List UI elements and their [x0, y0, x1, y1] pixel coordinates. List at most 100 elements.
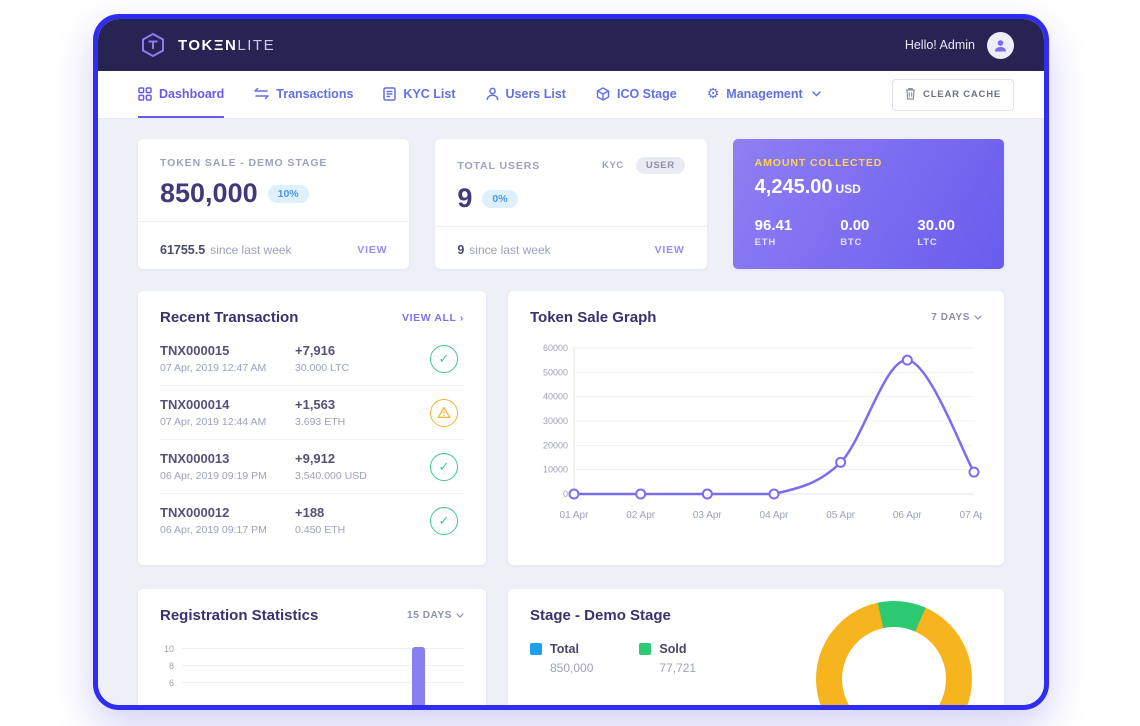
- gear-icon: ⚙: [706, 85, 720, 101]
- nav-label: KYC List: [403, 86, 456, 101]
- check-circle-icon: ✓: [430, 344, 458, 373]
- breakdown-eth: 96.41 ETH: [754, 217, 793, 248]
- nav-item-transactions[interactable]: Transactions: [254, 71, 353, 118]
- y-tick-label: 8: [168, 660, 174, 671]
- transaction-id: TNX000013: [160, 451, 230, 466]
- gridline: [182, 648, 464, 649]
- svg-text:30000: 30000: [543, 416, 568, 426]
- svg-text:50000: 50000: [543, 367, 568, 377]
- registration-statistics-title: Registration Statistics: [160, 607, 319, 624]
- divider: [138, 221, 410, 222]
- svg-text:04 Apr: 04 Apr: [760, 510, 790, 521]
- total-legend-swatch: [530, 643, 542, 655]
- sold-legend-swatch: [639, 643, 652, 655]
- grid-icon: [138, 86, 152, 101]
- nav-item-dashboard[interactable]: Dashboard: [138, 71, 225, 118]
- clear-cache-button[interactable]: CLEAR CACHE: [892, 78, 1014, 111]
- graph-range-dropdown[interactable]: 7 DAYS: [931, 312, 982, 323]
- legend-total: Total 850,000: [530, 642, 593, 675]
- y-tick-label: 10: [163, 643, 174, 654]
- token-sale-change-badge: 10%: [267, 184, 309, 203]
- stage-legend: Total 850,000 Sold 77,721: [530, 642, 982, 675]
- token-sale-card: TOKEN SALE - DEMO STAGE 850,000 10% 6175…: [138, 139, 410, 269]
- app-window: TOKΞNLITE Hello! Admin Dashboard: [93, 14, 1049, 710]
- nav-label: Management: [726, 86, 803, 101]
- total-users-change-badge: 0%: [482, 189, 518, 208]
- transaction-list: TNX000015 07 Apr, 2019 12:47 AM +7,916 30.0…: [160, 332, 464, 547]
- total-users-card: TOTAL USERS KYC USER 9 0% 9 since last w…: [435, 139, 707, 269]
- list-icon: [383, 86, 397, 101]
- nav-label: Dashboard: [159, 86, 225, 101]
- divider: [435, 226, 707, 227]
- registration-bar-chart: 10 8 6: [160, 640, 464, 705]
- transaction-row[interactable]: TNX000014 07 Apr, 2019 12:44 AM +1,563 3.69…: [160, 385, 464, 439]
- svg-text:20000: 20000: [543, 440, 568, 450]
- registration-range-dropdown[interactable]: 15 DAYS: [407, 610, 464, 621]
- transaction-row[interactable]: TNX000015 07 Apr, 2019 12:47 AM +7,916 30.0…: [160, 332, 464, 385]
- svg-text:01 Apr: 01 Apr: [560, 510, 590, 521]
- dashboard-content: TOKEN SALE - DEMO STAGE 850,000 10% 6175…: [98, 119, 1044, 705]
- svg-text:03 Apr: 03 Apr: [693, 510, 723, 521]
- chevron-right-icon: ›: [459, 311, 464, 324]
- svg-text:0: 0: [563, 489, 568, 499]
- check-circle-icon: ✓: [430, 452, 458, 481]
- transaction-detail: 0.450 ETH: [295, 524, 346, 536]
- nav-label: Transactions: [276, 86, 354, 101]
- transaction-amount: +7,916: [295, 343, 336, 358]
- token-sale-line-chart: 0 10000 20000 30000 40000 50000 60000 01 Apr 02 …: [530, 334, 982, 539]
- nav-item-kyc-list[interactable]: KYC List: [383, 71, 456, 118]
- token-sale-graph-card: Token Sale Graph 7 DAYS 0 10000 20000 30000…: [508, 291, 1004, 565]
- chevron-down-icon: [456, 613, 464, 618]
- registration-statistics-card: Registration Statistics 15 DAYS 10 8 6: [138, 589, 486, 705]
- total-users-delta: 9: [457, 243, 465, 257]
- transaction-id: TNX000012: [160, 505, 230, 520]
- token-sale-graph-title: Token Sale Graph: [530, 309, 657, 326]
- token-sale-view-link[interactable]: VIEW: [357, 244, 388, 256]
- amount-collected-card: AMOUNT COLLECTED 4,245.00 USD 96.41 ETH 0…: [732, 139, 1004, 269]
- transaction-id: TNX000015: [160, 343, 230, 358]
- svg-text:02 Apr: 02 Apr: [626, 510, 656, 521]
- svg-text:40000: 40000: [543, 392, 568, 402]
- amount-collected-value: 4,245.00 USD: [754, 176, 861, 198]
- total-users-view-link[interactable]: VIEW: [654, 244, 685, 256]
- transaction-date: 06 Apr, 2019 09:17 PM: [160, 524, 267, 536]
- nav-item-management[interactable]: ⚙ Management: [707, 71, 821, 118]
- transaction-row[interactable]: TNX000013 06 Apr, 2019 09:19 PM +9,912 3,54…: [160, 439, 464, 493]
- app-header: TOKΞNLITE Hello! Admin: [98, 19, 1044, 71]
- token-sale-value: 850,000: [160, 178, 258, 208]
- nav-item-users-list[interactable]: Users List: [486, 71, 566, 118]
- swap-icon: [254, 87, 270, 100]
- warning-circle-icon: [430, 398, 458, 427]
- user-icon: [486, 87, 499, 101]
- brand-name-secondary: LITE: [237, 36, 276, 54]
- kyc-toggle-option[interactable]: KYC: [602, 160, 624, 171]
- total-users-value: 9: [457, 183, 473, 213]
- view-all-link[interactable]: VIEW ALL ›: [401, 311, 464, 324]
- svg-text:05 Apr: 05 Apr: [826, 510, 856, 521]
- svg-text:06 Apr: 06 Apr: [893, 510, 923, 521]
- clear-cache-label: CLEAR CACHE: [923, 89, 1001, 100]
- user-toggle-option[interactable]: USER: [635, 157, 685, 174]
- cube-icon: [596, 86, 610, 101]
- transaction-detail: 3,540.000 USD: [295, 470, 367, 482]
- breakdown-ltc: 30.00 LTC: [917, 217, 955, 248]
- user-avatar[interactable]: [987, 31, 1014, 59]
- transaction-detail: 3.693 ETH: [295, 416, 346, 428]
- nav-label: Users List: [505, 86, 566, 101]
- gridline: [182, 665, 464, 666]
- brand-name-primary: TOKΞN: [178, 36, 238, 54]
- svg-text:10000: 10000: [543, 465, 568, 475]
- recent-transactions-title: Recent Transaction: [160, 309, 299, 326]
- user-greeting: Hello! Admin: [904, 38, 975, 52]
- token-sale-title: TOKEN SALE - DEMO STAGE: [160, 157, 328, 169]
- transaction-date: 07 Apr, 2019 12:44 AM: [160, 416, 267, 428]
- stage-demo-card: Stage - Demo Stage Total 850,000: [508, 589, 1004, 705]
- svg-text:07 Apr: 07 Apr: [960, 510, 982, 521]
- transaction-row[interactable]: TNX000012 06 Apr, 2019 09:17 PM +188 0.450 …: [160, 493, 464, 547]
- check-circle-icon: ✓: [430, 506, 458, 535]
- brand[interactable]: TOKΞNLITE: [138, 30, 275, 60]
- transaction-date: 06 Apr, 2019 09:19 PM: [160, 470, 267, 482]
- registration-bar: [412, 647, 426, 705]
- transaction-amount: +188: [295, 505, 325, 520]
- nav-item-ico-stage[interactable]: ICO Stage: [596, 71, 677, 118]
